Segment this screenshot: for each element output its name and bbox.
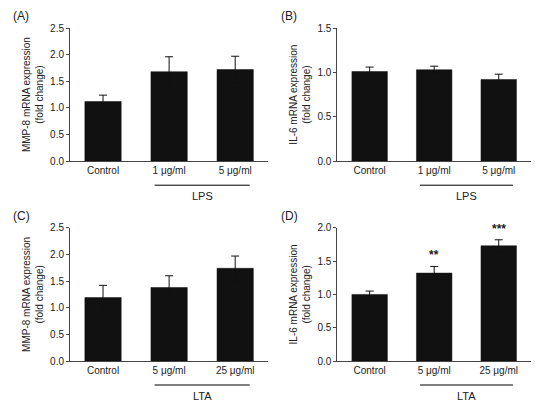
svg-text:1.5: 1.5 <box>317 256 331 267</box>
svg-text:LPS: LPS <box>192 190 213 202</box>
svg-text:LPS: LPS <box>456 190 477 202</box>
svg-text:1 μg/ml: 1 μg/ml <box>153 165 186 176</box>
svg-text:***: *** <box>492 222 506 236</box>
svg-text:2.5: 2.5 <box>50 222 64 233</box>
svg-text:(D): (D) <box>281 209 298 223</box>
svg-text:5 μg/ml: 5 μg/ml <box>482 165 515 176</box>
svg-text:1.5: 1.5 <box>50 76 64 87</box>
svg-text:25 μg/ml: 25 μg/ml <box>479 365 518 376</box>
svg-text:Control: Control <box>87 365 119 376</box>
svg-text:LTA: LTA <box>457 390 476 402</box>
svg-text:Control: Control <box>354 165 386 176</box>
svg-text:5 μg/ml: 5 μg/ml <box>418 365 451 376</box>
svg-text:(A): (A) <box>13 9 29 23</box>
svg-text:1.5: 1.5 <box>317 23 331 34</box>
svg-text:IL-6 mRNA expression(fold chan: IL-6 mRNA expression(fold change) <box>288 244 312 344</box>
svg-text:1.0: 1.0 <box>50 302 64 313</box>
svg-text:2.0: 2.0 <box>50 249 64 260</box>
svg-text:25 μg/ml: 25 μg/ml <box>216 365 255 376</box>
svg-text:**: ** <box>429 248 439 262</box>
svg-text:0.0: 0.0 <box>317 156 331 167</box>
svg-text:(B): (B) <box>281 9 297 23</box>
svg-text:IL-6 mRNA expression(fold chan: IL-6 mRNA expression(fold change) <box>288 45 312 145</box>
svg-text:LTA: LTA <box>193 390 212 402</box>
svg-text:1.0: 1.0 <box>50 102 64 113</box>
svg-text:0.0: 0.0 <box>50 356 64 367</box>
svg-text:0.5: 0.5 <box>317 111 331 122</box>
svg-text:5 μg/ml: 5 μg/ml <box>153 365 186 376</box>
svg-text:0.5: 0.5 <box>317 322 331 333</box>
svg-text:0.0: 0.0 <box>50 156 64 167</box>
svg-text:0.5: 0.5 <box>50 129 64 140</box>
svg-text:0.0: 0.0 <box>317 356 331 367</box>
svg-text:MMP-8 mRNA expression(fold cha: MMP-8 mRNA expression(fold change) <box>21 37 45 152</box>
svg-text:1.0: 1.0 <box>317 289 331 300</box>
svg-text:(C): (C) <box>13 209 30 223</box>
svg-text:Control: Control <box>354 365 386 376</box>
svg-text:Control: Control <box>87 165 119 176</box>
svg-text:0.5: 0.5 <box>50 329 64 340</box>
svg-text:MMP-8 mRNA expression(fold cha: MMP-8 mRNA expression(fold change) <box>21 237 45 352</box>
svg-text:5 μg/ml: 5 μg/ml <box>219 165 252 176</box>
svg-text:1.5: 1.5 <box>50 276 64 287</box>
svg-text:2.5: 2.5 <box>50 23 64 34</box>
svg-text:2.0: 2.0 <box>317 222 331 233</box>
svg-text:2.0: 2.0 <box>50 49 64 60</box>
svg-text:1 μg/ml: 1 μg/ml <box>418 165 451 176</box>
svg-text:1.0: 1.0 <box>317 67 331 78</box>
